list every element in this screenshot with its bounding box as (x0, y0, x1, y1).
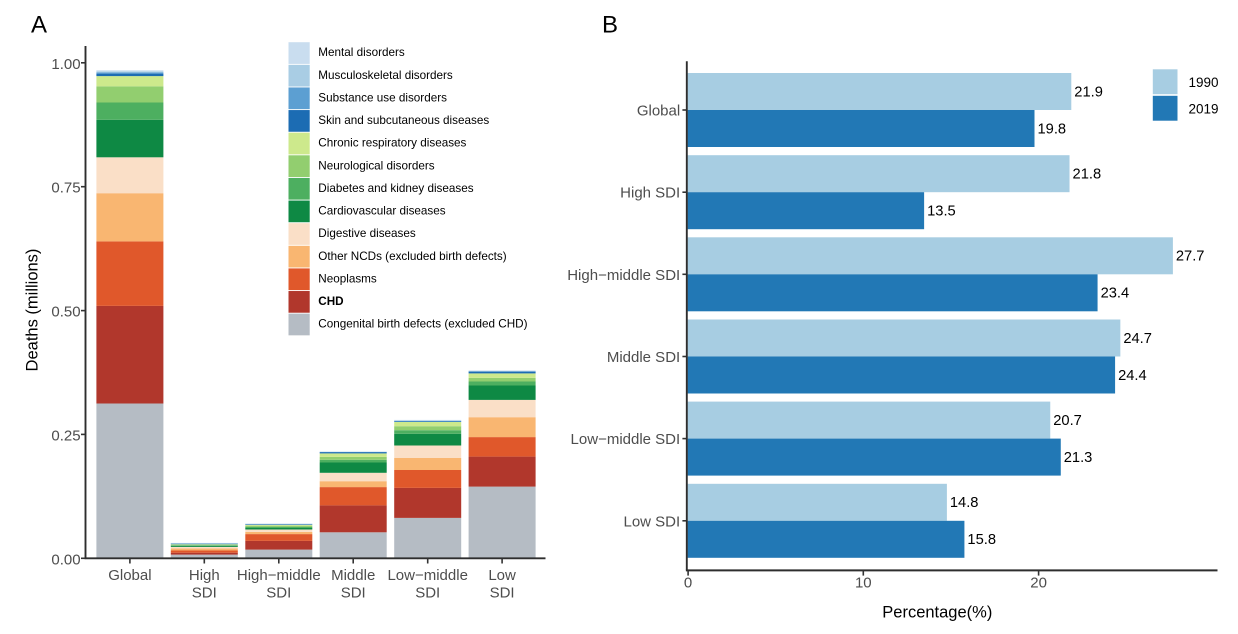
svg-text:Neurological disorders: Neurological disorders (318, 159, 434, 172)
svg-text:1990: 1990 (1189, 75, 1219, 90)
svg-text:SDI: SDI (266, 585, 291, 602)
svg-text:SDI: SDI (341, 585, 366, 602)
svg-text:Congenital birth defects (excl: Congenital birth defects (excluded CHD) (318, 318, 527, 331)
svg-text:Chronic respiratory diseases: Chronic respiratory diseases (318, 137, 466, 150)
svg-text:Substance use disorders: Substance use disorders (318, 91, 447, 104)
svg-text:Mental disorders: Mental disorders (318, 46, 405, 59)
svg-text:27.7: 27.7 (1176, 249, 1205, 265)
svg-text:14.8: 14.8 (950, 495, 979, 511)
svg-text:Low−middle SDI: Low−middle SDI (571, 431, 681, 448)
svg-text:2019: 2019 (1189, 102, 1219, 117)
svg-text:21.3: 21.3 (1064, 450, 1093, 466)
svg-text:Musculoskeletal disorders: Musculoskeletal disorders (318, 69, 453, 82)
svg-text:SDI: SDI (192, 585, 217, 602)
svg-text:Low−middle: Low−middle (387, 567, 467, 584)
svg-text:High: High (189, 567, 220, 584)
svg-text:21.9: 21.9 (1074, 84, 1103, 100)
svg-text:0.75: 0.75 (51, 180, 80, 197)
svg-text:20.7: 20.7 (1053, 413, 1082, 429)
svg-text:B: B (602, 11, 618, 38)
svg-text:Global: Global (108, 567, 151, 584)
svg-text:23.4: 23.4 (1101, 286, 1130, 302)
svg-text:High−middle SDI: High−middle SDI (567, 267, 680, 284)
svg-text:Middle: Middle (331, 567, 375, 584)
svg-text:High−middle: High−middle (237, 567, 321, 584)
svg-text:SDI: SDI (490, 585, 515, 602)
svg-text:High SDI: High SDI (620, 185, 680, 202)
svg-text:Other NCDs (excluded birth def: Other NCDs (excluded birth defects) (318, 250, 506, 263)
svg-text:19.8: 19.8 (1038, 121, 1067, 137)
svg-text:Deaths (millions): Deaths (millions) (24, 249, 42, 372)
svg-text:Middle SDI: Middle SDI (607, 349, 680, 366)
svg-text:20: 20 (1030, 575, 1047, 592)
svg-text:0.50: 0.50 (51, 304, 80, 321)
svg-text:0.00: 0.00 (51, 551, 80, 568)
svg-text:CHD: CHD (318, 295, 343, 308)
svg-text:21.8: 21.8 (1073, 167, 1102, 183)
svg-text:0: 0 (684, 575, 692, 592)
svg-text:10: 10 (855, 575, 872, 592)
svg-text:SDI: SDI (415, 585, 440, 602)
svg-text:Global: Global (637, 103, 680, 120)
svg-text:24.7: 24.7 (1123, 331, 1152, 347)
svg-text:0.25: 0.25 (51, 427, 80, 444)
svg-text:Cardiovascular diseases: Cardiovascular diseases (318, 205, 445, 218)
svg-text:Percentage(%): Percentage(%) (882, 604, 992, 622)
svg-text:Digestive diseases: Digestive diseases (318, 227, 416, 240)
svg-text:A: A (31, 11, 47, 38)
svg-text:Low SDI: Low SDI (623, 513, 680, 530)
svg-text:15.8: 15.8 (967, 532, 996, 548)
svg-text:13.5: 13.5 (927, 204, 956, 220)
svg-text:1.00: 1.00 (51, 56, 80, 73)
svg-text:24.4: 24.4 (1118, 368, 1147, 384)
svg-text:Skin and subcutaneous diseases: Skin and subcutaneous diseases (318, 114, 489, 127)
svg-text:Low: Low (488, 567, 516, 584)
svg-text:Diabetes and kidney diseases: Diabetes and kidney diseases (318, 182, 473, 195)
svg-text:Neoplasms: Neoplasms (318, 272, 377, 285)
